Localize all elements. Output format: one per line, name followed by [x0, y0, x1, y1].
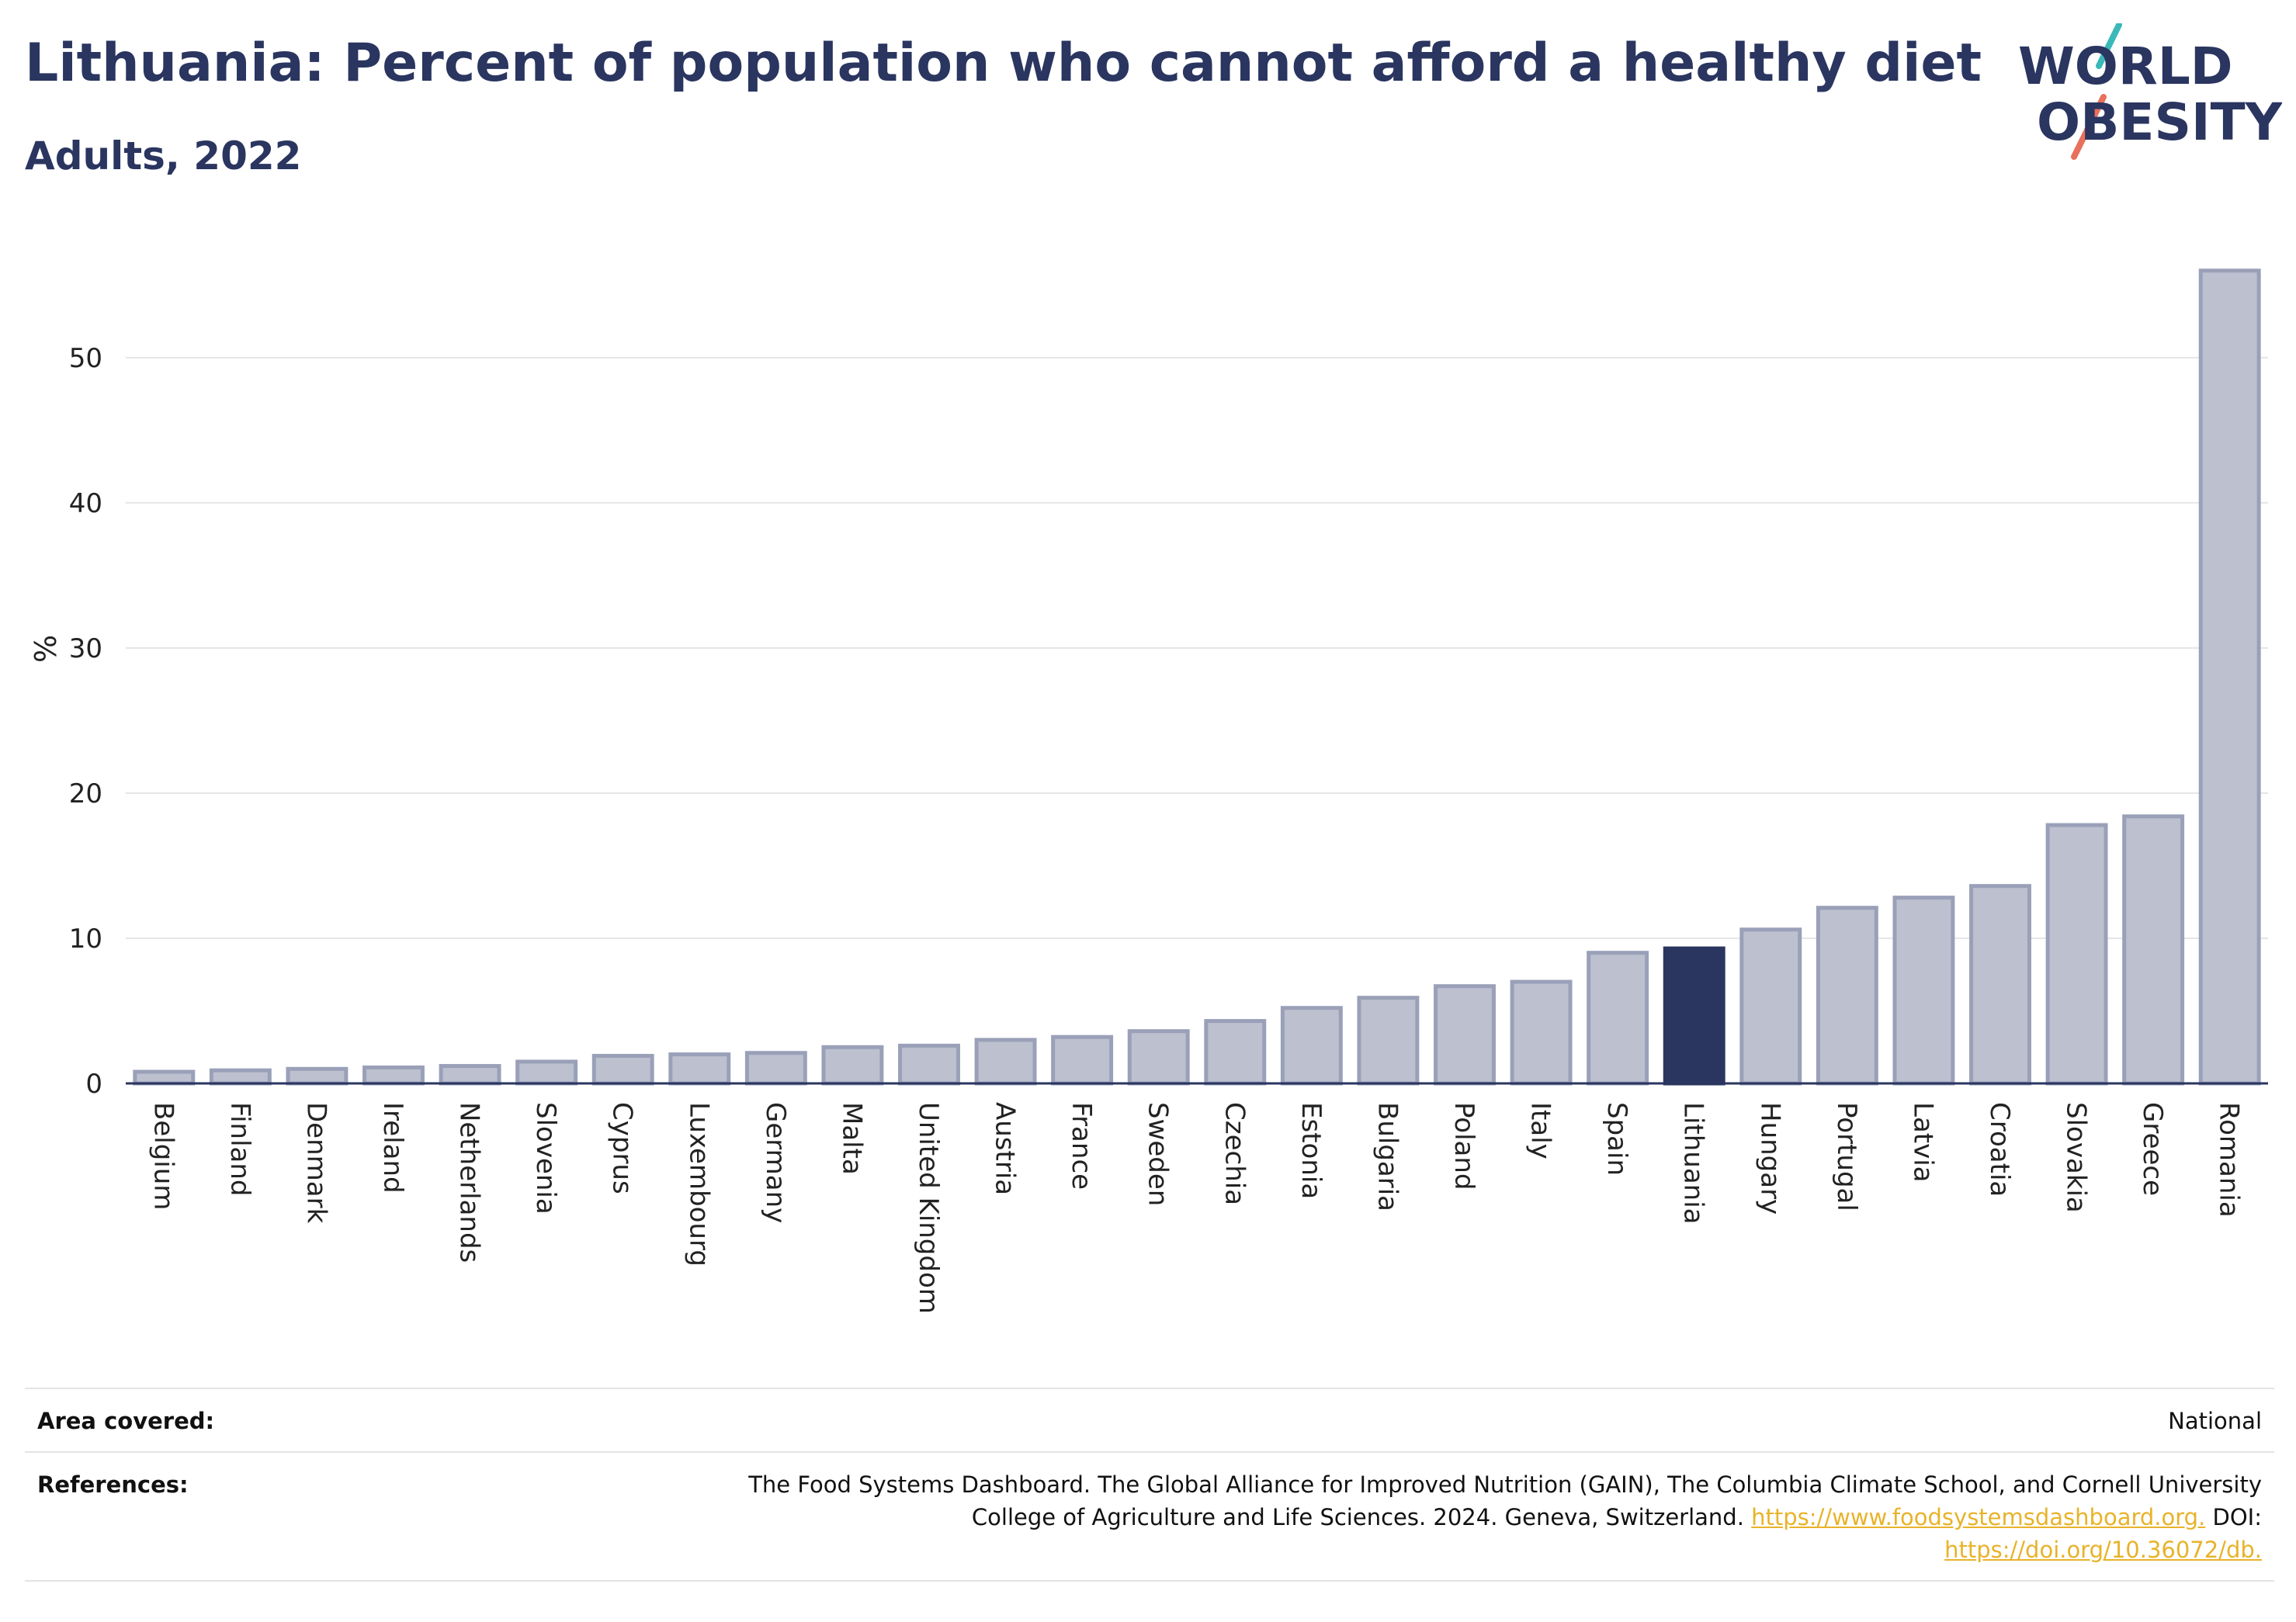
x-tick-label: United Kingdom [913, 1102, 944, 1314]
x-tick-label: Cyprus [607, 1102, 638, 1194]
references-line-1: The Food Systems Dashboard. The Global A… [748, 1471, 2262, 1498]
bar-sweden [1127, 1029, 1190, 1086]
x-tick-label: Malta [836, 1102, 867, 1175]
x-tick-label: Slovakia [2061, 1102, 2092, 1213]
bar-slovenia [515, 1059, 578, 1086]
bar-greece [2122, 814, 2185, 1086]
logo-coral-slash [2071, 94, 2107, 160]
bar-malta [821, 1045, 884, 1086]
x-tick-label: Austria [990, 1102, 1021, 1195]
doi-link[interactable]: https://doi.org/10.36072/db. [1944, 1537, 2262, 1563]
x-tick-label: Greece [2137, 1102, 2168, 1196]
area-covered-value: National [2168, 1408, 2262, 1434]
x-tick-label: Estonia [1295, 1102, 1327, 1199]
x-tick-label: Hungary [1754, 1102, 1785, 1215]
logo-text-world: WORLD [2018, 36, 2233, 96]
x-tick-label: Slovenia [530, 1102, 561, 1215]
y-tick-label: 40 [69, 488, 102, 519]
x-tick-label: Croatia [1984, 1102, 2015, 1197]
bar-poland [1434, 984, 1496, 1086]
bar-luxembourg [668, 1052, 731, 1086]
bar-lithuania [1663, 946, 1725, 1086]
x-tick-label: Finland [224, 1102, 255, 1197]
bar-germany [744, 1051, 807, 1086]
bar-italy [1510, 979, 1573, 1086]
bar-united-kingdom [898, 1043, 960, 1086]
bar-ireland [362, 1065, 425, 1086]
x-tick-label: Bulgaria [1372, 1102, 1403, 1211]
y-tick-label: 30 [69, 633, 102, 664]
x-tick-label: Netherlands [454, 1102, 485, 1263]
x-tick-label: Romania [2214, 1102, 2245, 1218]
bar-estonia [1280, 1006, 1343, 1086]
bar-finland [209, 1068, 272, 1086]
x-axis-category-labels: Belgium Finland Denmark Ireland Netherlands S… [147, 1102, 2244, 1314]
dashboard-link[interactable]: https://www.foodsystemsdashboard.org. [1751, 1504, 2206, 1530]
bar-spain [1587, 951, 1649, 1086]
x-tick-label: Portugal [1831, 1102, 1862, 1211]
x-tick-label: Denmark [300, 1102, 331, 1224]
x-tick-label: Poland [1448, 1102, 1479, 1191]
bar-bulgaria [1357, 996, 1420, 1086]
references-text: The Food Systems Dashboard. The Global A… [748, 1468, 2262, 1566]
x-tick-label: Luxembourg [683, 1102, 714, 1267]
x-tick-label: Czechia [1219, 1102, 1250, 1205]
area-covered-label: Area covered: [37, 1408, 215, 1434]
bar-hungary [1739, 927, 1802, 1086]
bar-croatia [1969, 884, 2031, 1086]
bar-slovakia [2045, 823, 2108, 1086]
bar-denmark [286, 1066, 349, 1086]
x-tick-label: Lithuania [1678, 1102, 1709, 1224]
chart-subtitle: Adults, 2022 [25, 133, 302, 178]
bar-austria [974, 1038, 1037, 1086]
doi-label: DOI: [2212, 1504, 2262, 1530]
references-line-2-text: College of Agriculture and Life Sciences… [971, 1504, 1744, 1530]
logo-text-obesity: OBESITY [2037, 92, 2282, 152]
x-tick-label: Spain [1601, 1102, 1632, 1176]
logo-teal-slash [2096, 23, 2122, 69]
bar-france [1051, 1035, 1114, 1086]
bar-czechia [1204, 1019, 1267, 1086]
chart-title: Lithuania: Percent of population who can… [25, 33, 1982, 94]
world-obesity-logo: WORLD OBESITY [2018, 23, 2282, 160]
y-axis-ticks: 0 10 20 30 40 50 [69, 343, 102, 1100]
bar-cyprus [591, 1053, 654, 1086]
bar-latvia [1892, 896, 1955, 1086]
bar-romania [2198, 269, 2261, 1086]
references-line-3: https://doi.org/10.36072/db. [748, 1534, 2262, 1566]
y-tick-label: 10 [69, 924, 102, 955]
x-tick-label: Belgium [147, 1102, 179, 1210]
x-tick-label: Sweden [1143, 1102, 1174, 1206]
y-tick-label: 0 [85, 1069, 102, 1100]
bar-chart: 0 10 20 30 40 50 % Belgium Finland Denmark Irela… [29, 269, 2268, 1314]
references-label: References: [37, 1471, 189, 1498]
x-tick-label: France [1066, 1102, 1097, 1190]
bar-belgium [133, 1069, 196, 1086]
area-covered-row: Area covered: National [25, 1388, 2274, 1453]
references-row: References: The Food Systems Dashboard. … [25, 1451, 2274, 1582]
x-tick-label: Ireland [377, 1102, 408, 1194]
references-line-2: College of Agriculture and Life Sciences… [748, 1501, 2262, 1534]
gridlines [126, 356, 2268, 939]
x-tick-label: Italy [1525, 1102, 1556, 1159]
bars [133, 269, 2261, 1086]
y-axis-label: % [29, 635, 63, 663]
bar-portugal [1816, 906, 1878, 1086]
bar-netherlands [439, 1064, 501, 1086]
x-tick-label: Germany [760, 1102, 791, 1223]
x-tick-label: Latvia [1907, 1102, 1938, 1183]
y-tick-label: 20 [69, 778, 102, 809]
bottom-divider [25, 1580, 2274, 1582]
y-tick-label: 50 [69, 343, 102, 374]
